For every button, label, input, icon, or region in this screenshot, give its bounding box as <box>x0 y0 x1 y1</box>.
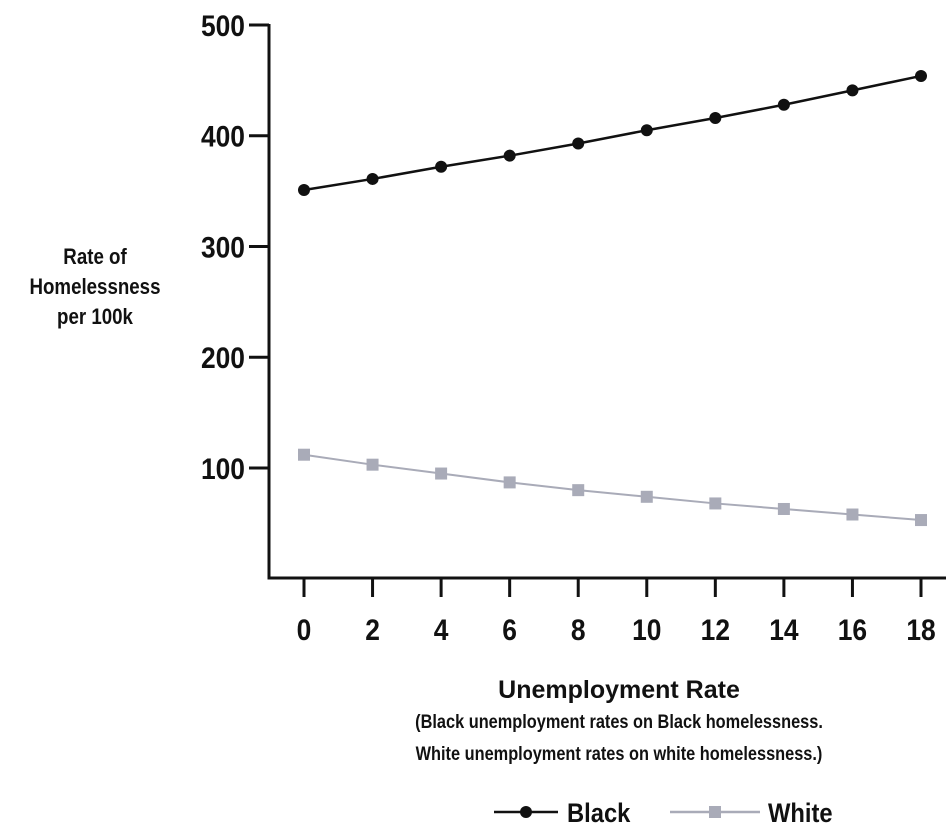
x-tick-label-14: 14 <box>769 612 799 646</box>
x-axis-label: Unemployment Rate <box>498 676 740 704</box>
legend-marker-white <box>709 806 721 818</box>
legend: Black White <box>494 799 833 829</box>
point-white-12 <box>709 497 722 510</box>
point-white-14 <box>777 502 790 515</box>
x-axis-note-line-1: (Black unemployment rates on Black homel… <box>415 712 823 733</box>
y-tick-label-500: 500 <box>201 8 245 42</box>
x-tick-label-6: 6 <box>502 612 517 646</box>
point-white-8 <box>572 484 585 497</box>
x-tick-label-2: 2 <box>365 612 380 646</box>
point-white-2 <box>366 458 379 471</box>
x-tick-label-18: 18 <box>906 612 935 646</box>
y-tick-label-200: 200 <box>201 341 245 375</box>
y-axis-label: Rate of Homelessness per 100k <box>14 242 176 332</box>
x-tick-label-4: 4 <box>434 612 449 646</box>
point-white-6 <box>503 476 516 489</box>
x-tick-label-10: 10 <box>632 612 661 646</box>
legend-label-black: Black <box>567 799 631 829</box>
series-white <box>298 448 927 527</box>
point-white-0 <box>298 448 310 461</box>
x-tick-label-12: 12 <box>701 612 730 646</box>
y-axis-label-line-3: per 100k <box>57 304 133 329</box>
point-black-4 <box>435 160 448 173</box>
legend-marker-black <box>520 806 532 818</box>
point-white-4 <box>435 467 448 480</box>
point-black-12 <box>709 112 722 125</box>
y-tick-label-100: 100 <box>201 451 245 485</box>
legend-item-black: Black <box>494 799 631 829</box>
point-black-18 <box>915 69 927 82</box>
chart-axes: 100 200 300 400 500 0 2 4 6 8 10 12 14 16 18 <box>201 8 946 646</box>
point-black-10 <box>640 124 653 137</box>
legend-label-white: White <box>768 799 833 829</box>
series-black <box>298 69 927 197</box>
x-tick-label-0: 0 <box>297 612 312 646</box>
y-axis-label-line-2: Homelessness <box>29 274 161 299</box>
series-line-white <box>303 453 922 522</box>
series-layer <box>298 69 927 527</box>
point-white-16 <box>846 508 859 521</box>
point-black-16 <box>846 84 859 97</box>
point-black-14 <box>777 98 790 111</box>
y-axis-label-line-1: Rate of <box>63 244 127 269</box>
legend-item-white: White <box>670 799 833 829</box>
series-line-black <box>303 74 922 192</box>
point-white-10 <box>640 490 653 503</box>
y-tick-label-400: 400 <box>201 119 245 153</box>
x-tick-label-16: 16 <box>838 612 867 646</box>
x-tick-label-8: 8 <box>571 612 586 646</box>
point-black-8 <box>572 137 585 150</box>
point-black-6 <box>503 149 516 162</box>
x-axis-note-line-2: White unemployment rates on white homele… <box>415 744 823 765</box>
y-tick-label-300: 300 <box>201 230 245 264</box>
point-black-0 <box>298 184 310 197</box>
point-white-18 <box>915 514 927 527</box>
point-black-2 <box>366 172 379 185</box>
